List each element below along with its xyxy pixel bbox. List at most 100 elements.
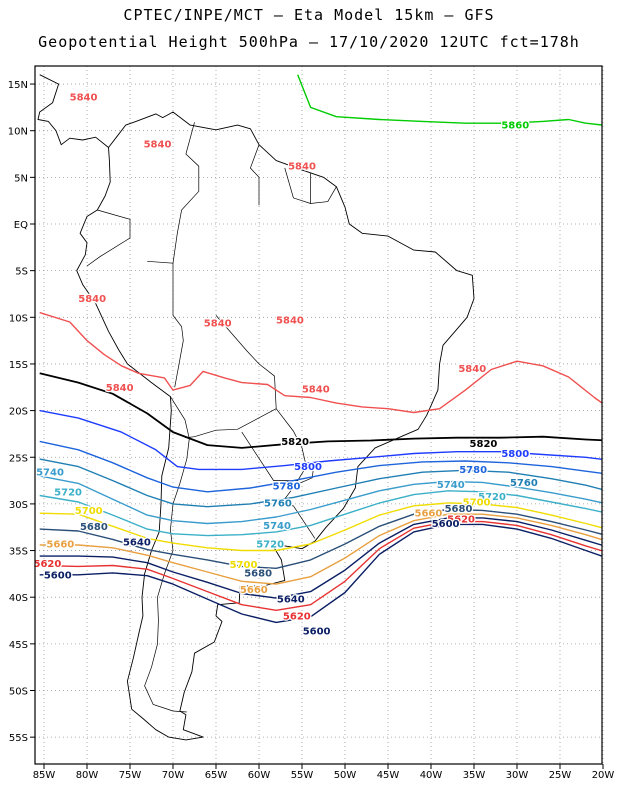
contour-label-5700: 5700 <box>230 560 258 571</box>
lat-tick-label: 35S <box>9 547 28 558</box>
contour-line-5600 <box>39 523 602 624</box>
lon-tick-label: 45W <box>377 770 400 781</box>
country-border <box>144 396 190 713</box>
lat-tick-label: 25S <box>9 453 28 464</box>
contour-label-5740: 5740 <box>36 468 64 479</box>
contour-label-5760: 5760 <box>510 478 538 489</box>
country-border <box>86 209 131 267</box>
lat-tick-label: 10S <box>9 313 28 324</box>
contour-label-5740: 5740 <box>263 521 291 532</box>
contour-line-5820 <box>39 372 602 449</box>
lat-tick-label: 10N <box>8 127 28 138</box>
lat-tick-label: 20S <box>9 407 28 418</box>
lon-tick-label: 80W <box>76 770 99 781</box>
contour-label-5840: 5840 <box>144 139 172 150</box>
contour-label-5680: 5680 <box>445 504 473 515</box>
lon-tick-label: 50W <box>334 770 357 781</box>
contour-label-5620: 5620 <box>34 559 62 570</box>
contour-label-5820: 5820 <box>470 439 498 450</box>
contour-label-5680: 5680 <box>244 568 272 579</box>
country-border <box>172 122 200 264</box>
lat-tick-label: 5S <box>15 267 28 278</box>
contour-line-5840 <box>39 311 602 414</box>
contour-label-5800: 5800 <box>501 449 529 460</box>
contour-label-5840: 5840 <box>458 364 486 375</box>
contour-label-5820: 5820 <box>281 437 309 448</box>
contour-label-5680: 5680 <box>80 522 108 533</box>
lon-tick-label: 70W <box>162 770 185 781</box>
lon-tick-label: 60W <box>248 770 271 781</box>
contour-line-5680 <box>39 508 602 569</box>
country-borders-layer <box>86 122 337 713</box>
lat-tick-label: 40S <box>9 593 28 604</box>
lat-tick-label: 5N <box>14 173 28 184</box>
contour-line-5760 <box>39 458 602 508</box>
contour-label-5840: 5840 <box>106 383 134 394</box>
lon-tick-label: 75W <box>119 770 142 781</box>
contour-label-5600: 5600 <box>44 570 72 581</box>
latitude-axis: 15N 10N 5N EQ 5S 10S 15S 20S 25S 30S 35S 40S 45S 50S 5… <box>8 80 35 744</box>
contour-label-5660: 5660 <box>46 540 74 551</box>
lon-tick-label: 85W <box>33 770 56 781</box>
contour-label-5640: 5640 <box>123 538 151 549</box>
contour-line-5780 <box>39 440 602 493</box>
contour-label-5780: 5780 <box>459 465 487 476</box>
country-border <box>284 167 311 204</box>
map-title-line1: CPTEC/INPE/MCT – Eta Model 15km – GFS <box>123 6 495 24</box>
lat-tick-label: 15S <box>9 360 28 371</box>
map-title-line2: Geopotential Height 500hPa – 17/10/2020 … <box>38 33 580 51</box>
plot-frame <box>34 65 603 765</box>
contour-line-5640 <box>39 517 602 599</box>
contour-line-5720 <box>39 490 602 537</box>
contour-label-5660: 5660 <box>414 509 442 520</box>
contour-label-5840: 5840 <box>70 93 98 104</box>
contour-label-5600: 5600 <box>303 626 331 637</box>
lat-tick-label: 55S <box>9 733 28 744</box>
contour-label-5600: 5600 <box>432 519 460 530</box>
longitude-axis: 85W 80W 75W 70W 65W 60W 55W 50W 45W 40W 35W 30W 25W 2… <box>33 764 615 781</box>
contour-label-5660: 5660 <box>240 585 268 596</box>
lon-tick-label: 25W <box>549 770 572 781</box>
contour-label-5840: 5840 <box>204 318 232 329</box>
contour-label-5620: 5620 <box>447 514 475 525</box>
contour-line-5860 <box>297 74 602 126</box>
contour-label-5700: 5700 <box>463 498 491 509</box>
country-border <box>278 462 316 539</box>
lat-tick-label: EQ <box>14 220 28 231</box>
contour-label-5620: 5620 <box>283 611 311 622</box>
lon-tick-label: 20W <box>592 770 615 781</box>
contour-label-5760: 5760 <box>264 498 292 509</box>
contour-label-5800: 5800 <box>294 462 322 473</box>
contour-label-5700: 5700 <box>75 506 103 517</box>
contour-label-5640: 5640 <box>277 595 305 606</box>
lon-tick-label: 40W <box>420 770 443 781</box>
country-border <box>241 408 307 481</box>
lat-lon-grid <box>35 66 604 764</box>
lon-tick-label: 30W <box>506 770 529 781</box>
contour-line-5660 <box>39 513 602 585</box>
contour-label-5720: 5720 <box>256 540 284 551</box>
contour-line-5700 <box>39 502 602 552</box>
contour-label-5840: 5840 <box>302 385 330 396</box>
contour-label-5860: 5860 <box>501 121 529 132</box>
coastline-layer <box>37 74 475 741</box>
country-border <box>147 260 184 388</box>
lat-tick-label: 15N <box>8 80 28 91</box>
contour-label-5780: 5780 <box>273 482 301 493</box>
lat-tick-label: 45S <box>9 640 28 651</box>
lon-tick-label: 65W <box>205 770 228 781</box>
lat-tick-label: 50S <box>9 687 28 698</box>
contour-labels-layer: 5860 5840 5840 5840 5840 5840 5840 5840 5840 5840… <box>32 91 539 638</box>
contour-lines-layer <box>39 74 602 624</box>
lon-tick-label: 55W <box>291 770 314 781</box>
south-america-coastline <box>76 111 475 741</box>
country-border <box>249 144 260 206</box>
central-america-coastline <box>37 74 109 148</box>
contour-label-5720: 5720 <box>54 487 82 498</box>
contour-label-5840: 5840 <box>288 162 316 173</box>
lon-tick-label: 35W <box>463 770 486 781</box>
contour-line-5800 <box>39 409 602 471</box>
contour-line-5620 <box>39 520 602 611</box>
contour-label-5720: 5720 <box>478 492 506 503</box>
